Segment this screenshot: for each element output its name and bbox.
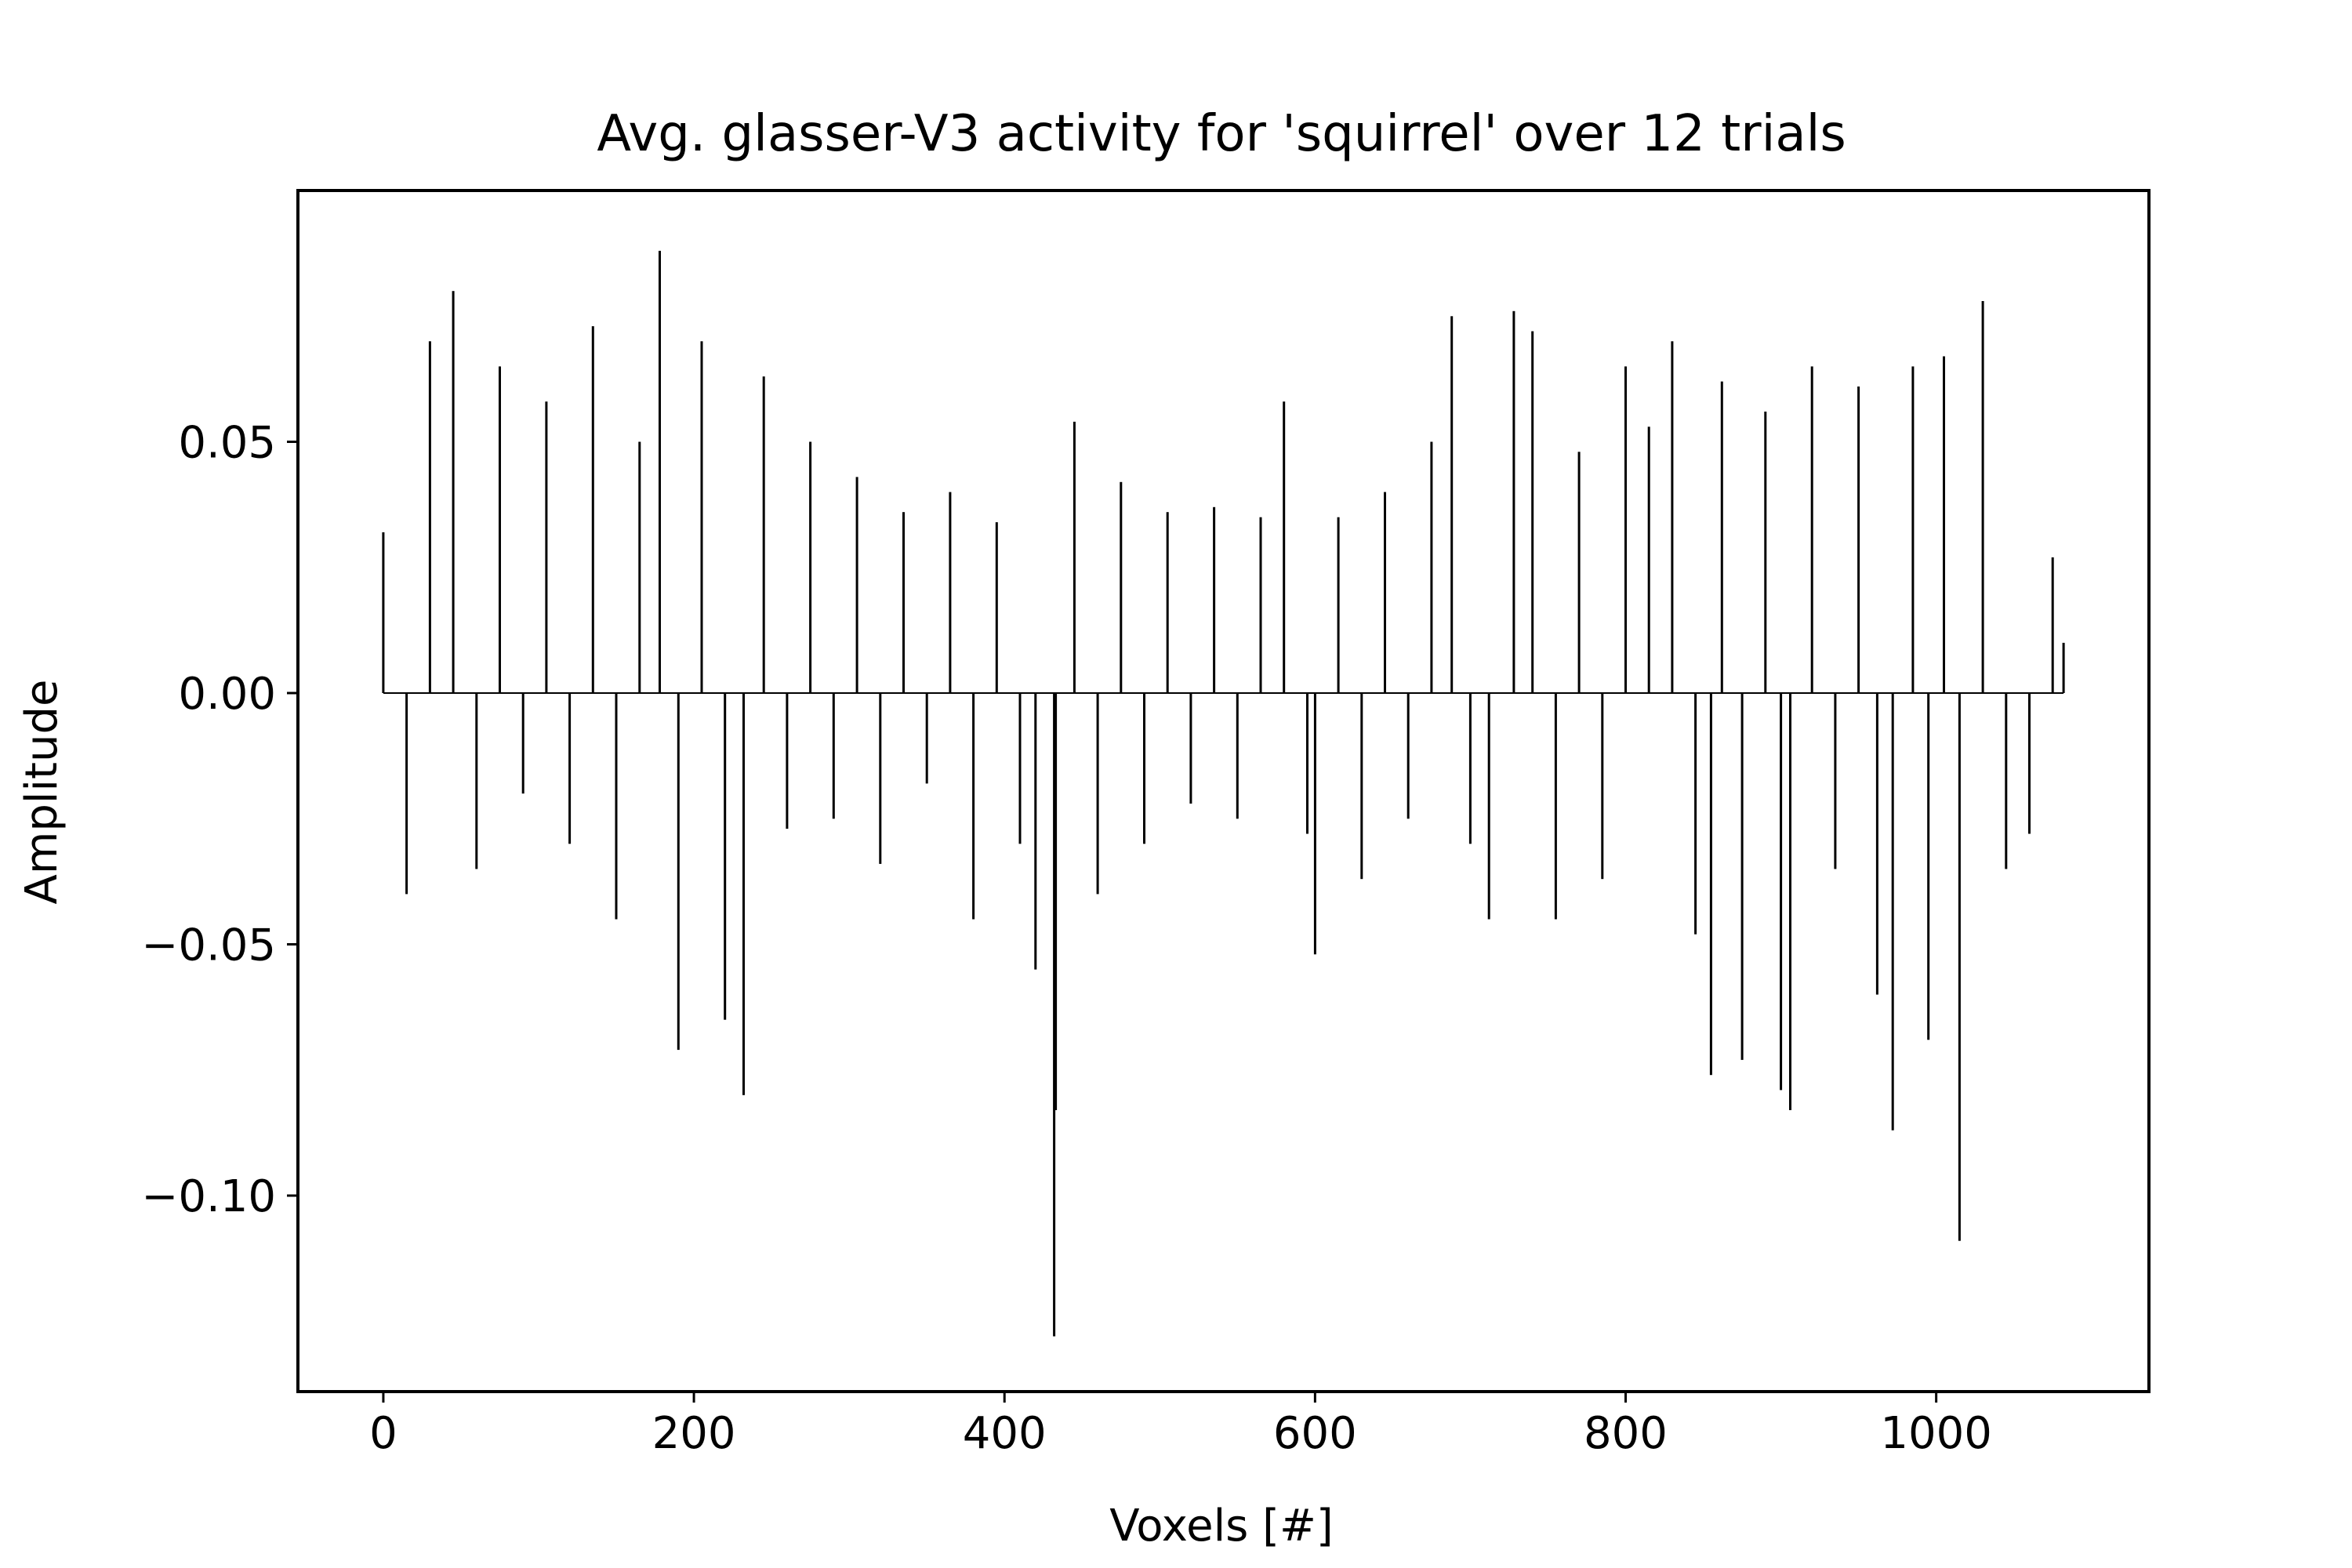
bar (1283, 401, 1286, 693)
bar (1018, 693, 1022, 844)
bar (1306, 693, 1308, 834)
bar (902, 512, 905, 693)
bar (1911, 366, 1915, 694)
bar (724, 693, 727, 1020)
bars-group (382, 250, 2065, 1337)
bar (1624, 366, 1627, 694)
bar (1406, 693, 1410, 819)
bar (452, 291, 455, 693)
bar (700, 341, 703, 693)
x-tick-label: 400 (963, 1408, 1047, 1459)
bar (1487, 693, 1490, 920)
bar (2062, 642, 2065, 693)
bar (1430, 441, 1433, 693)
bar (677, 693, 680, 1051)
bar (638, 441, 641, 693)
x-tick-label: 1000 (1880, 1408, 1992, 1459)
bar (1259, 517, 1262, 694)
bar (545, 401, 548, 693)
bar (568, 693, 572, 844)
bar (1054, 693, 1058, 1110)
bar (475, 693, 478, 869)
bar (1709, 693, 1712, 1076)
bar (659, 250, 661, 693)
bar (855, 477, 858, 693)
bar (1857, 387, 1860, 693)
bar (1143, 693, 1145, 844)
bar (832, 693, 835, 819)
bar (1875, 693, 1878, 995)
plot-frame (296, 189, 2151, 1393)
y-axis: 0.05 0.00 −0.05 −0.10 (141, 418, 298, 1222)
bar (615, 693, 618, 920)
x-tick-label: 800 (1584, 1408, 1668, 1459)
bar (1834, 693, 1837, 869)
bar (499, 366, 501, 694)
bar (1313, 693, 1316, 955)
bar (1053, 693, 1056, 1337)
bar (809, 441, 812, 693)
bar (1337, 517, 1340, 694)
bar (1120, 481, 1123, 693)
bar (1958, 693, 1961, 1241)
y-tick-label: −0.05 (141, 920, 276, 971)
bar (2005, 693, 2008, 869)
bar (1384, 492, 1386, 693)
bar (1034, 693, 1037, 970)
bar (1450, 316, 1454, 694)
bar (428, 341, 431, 693)
bar (972, 693, 975, 920)
bar (786, 693, 789, 829)
bar (1720, 381, 1723, 693)
bar (1213, 506, 1216, 693)
bar (925, 693, 928, 784)
bar (1943, 356, 1945, 693)
bar (879, 693, 882, 864)
bar (1166, 512, 1169, 693)
bar (1780, 693, 1783, 1091)
bar (1671, 341, 1674, 693)
y-tick-label: −0.10 (141, 1171, 276, 1222)
bar (762, 376, 765, 693)
y-tick-label: 0.00 (178, 669, 276, 720)
bar (2028, 693, 2031, 834)
bar (591, 326, 594, 693)
bar (1468, 693, 1472, 844)
y-tick-label: 0.05 (178, 418, 276, 469)
bar (1554, 693, 1557, 920)
bar (1360, 693, 1363, 880)
bar (1810, 366, 1813, 694)
bar (1189, 693, 1192, 804)
bar (1764, 412, 1767, 693)
bar (1891, 693, 1894, 1131)
bar (1236, 693, 1239, 819)
bar (1577, 452, 1581, 693)
x-tick-label: 0 (369, 1408, 397, 1459)
bar (2051, 557, 2054, 693)
x-axis-label: Voxels [#] (1109, 1501, 1334, 1552)
bar (1647, 426, 1650, 693)
bar (1740, 693, 1744, 1060)
bar (1512, 310, 1515, 693)
bar (382, 532, 385, 693)
x-axis: 0 200 400 600 800 1000 (369, 1392, 1992, 1459)
bar (1531, 331, 1534, 693)
bar (1601, 693, 1604, 880)
bar (949, 492, 952, 693)
bar (405, 693, 408, 895)
bar (1927, 693, 1930, 1040)
y-axis-label: Amplitude (16, 680, 67, 905)
bar (1096, 693, 1099, 895)
bar (1981, 301, 1984, 693)
chart-title: Avg. glasser-V3 activity for 'squirrel' … (597, 105, 1846, 163)
bar (521, 693, 524, 794)
bar (1073, 421, 1076, 693)
bar (1789, 693, 1791, 1110)
bar (742, 693, 745, 1095)
x-tick-label: 200 (652, 1408, 736, 1459)
bar (995, 522, 998, 693)
bar (1694, 693, 1697, 935)
x-tick-label: 600 (1273, 1408, 1357, 1459)
